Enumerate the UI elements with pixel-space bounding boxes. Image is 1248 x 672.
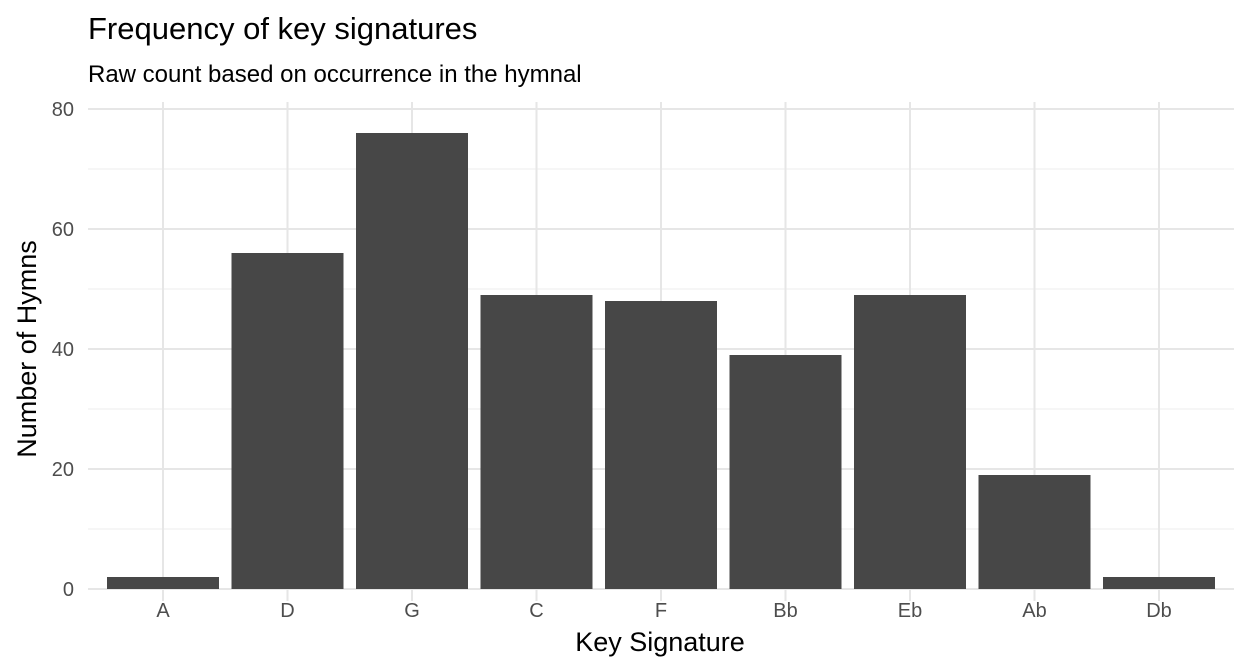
y-axis-title: Number of Hymns [12,240,42,458]
bar-A [107,577,219,589]
bar-Db [1103,577,1215,589]
y-axis-ticks: 0 20 40 60 80 [52,99,74,601]
y-tick-label: 20 [52,459,74,481]
x-tick-label: A [156,600,170,622]
x-tick-label: C [529,600,543,622]
bar-F [605,301,717,589]
x-tick-label: F [655,600,667,622]
x-axis-ticks: A D G C F Bb Eb Ab Db [156,600,1171,622]
chart-title: Frequency of key signatures [88,11,477,46]
bar-Bb [729,355,842,589]
x-tick-label: Eb [898,600,922,622]
chart-subtitle: Raw count based on occurrence in the hym… [88,61,582,88]
bar-G [356,133,468,589]
bars [107,133,1215,589]
x-axis-title: Key Signature [575,627,745,657]
y-tick-label: 80 [52,99,74,121]
y-tick-label: 60 [52,219,74,241]
x-tick-label: Bb [773,600,797,622]
x-tick-label: Ab [1022,600,1046,622]
x-tick-label: D [280,600,294,622]
bar-Ab [978,475,1091,589]
x-tick-label: Db [1146,600,1172,622]
y-tick-label: 0 [63,579,74,601]
bar-D [231,253,344,589]
x-tick-label: G [404,600,420,622]
y-tick-label: 40 [52,339,74,361]
bar-Eb [854,295,966,589]
bar-C [480,295,593,589]
